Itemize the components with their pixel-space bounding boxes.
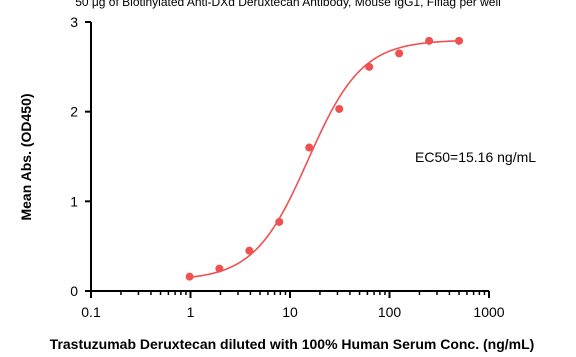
- data-point: [365, 62, 374, 71]
- y-tick-label: 0: [70, 283, 78, 299]
- data-point: [215, 264, 224, 273]
- data-point: [245, 246, 254, 255]
- x-tick-label: 1000: [473, 304, 504, 320]
- data-point: [185, 272, 194, 281]
- x-axis-ticks: 0.1 1 10 100 1000: [81, 291, 505, 320]
- x-tick-label: 0.1: [81, 304, 101, 320]
- x-tick-label: 1: [187, 304, 195, 320]
- y-tick-label: 1: [70, 193, 78, 209]
- y-axis-ticks: 0 1 2 3: [70, 14, 91, 299]
- data-point: [455, 36, 464, 45]
- x-tick-label: 100: [378, 304, 402, 320]
- y-tick-label: 2: [70, 104, 78, 120]
- data-point: [425, 36, 434, 45]
- x-tick-label: 10: [282, 304, 298, 320]
- data-point: [335, 104, 344, 113]
- data-point: [395, 49, 404, 58]
- chart-title: 50 μg of Biotinylated Anti-DXd Deruxteca…: [75, 0, 501, 9]
- data-point: [275, 217, 284, 226]
- y-tick-label: 3: [70, 14, 78, 30]
- fit-curve: [189, 40, 460, 279]
- y-axis-title: Mean Abs. (OD450): [18, 93, 34, 220]
- ec50-annotation: EC50=15.16 ng/mL: [415, 149, 536, 165]
- x-axis-title: Trastuzumab Deruxtecan diluted with 100%…: [50, 336, 535, 352]
- data-point: [305, 143, 314, 152]
- data-points: [185, 36, 464, 281]
